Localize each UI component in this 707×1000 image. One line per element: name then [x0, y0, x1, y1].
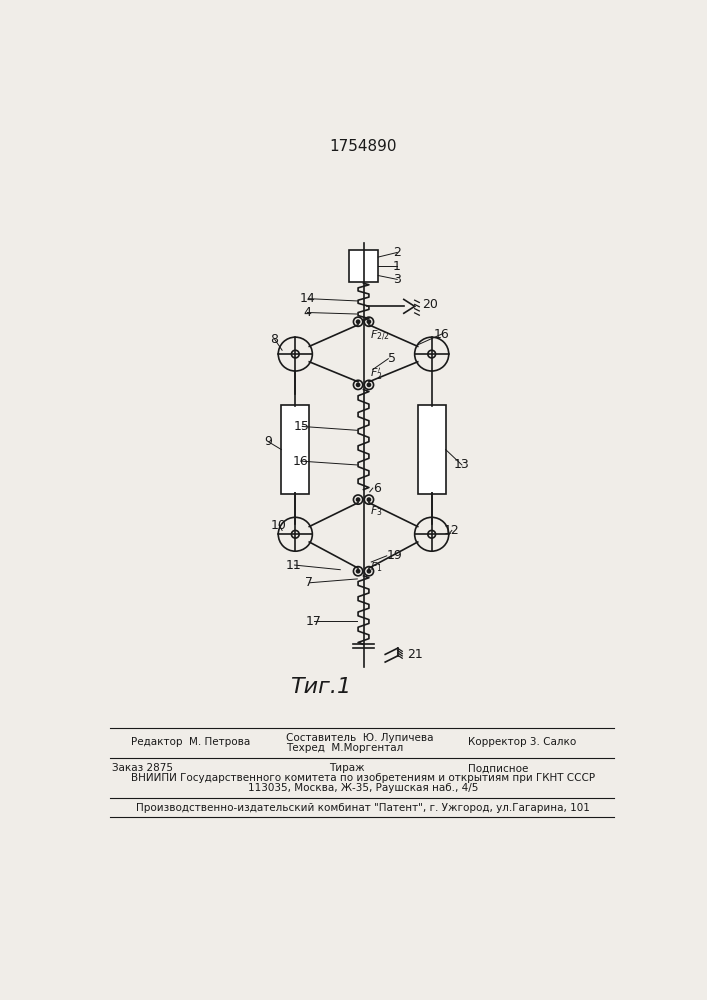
Text: 17: 17 [305, 615, 321, 628]
Text: $F_{2}'$: $F_{2}'$ [370, 366, 382, 382]
Bar [418, 405, 445, 494]
Text: 1: 1 [393, 260, 401, 273]
Text: 3: 3 [393, 273, 401, 286]
Text: $F_{2/2}$: $F_{2/2}$ [370, 329, 390, 343]
Circle shape [356, 320, 360, 323]
Text: 15: 15 [293, 420, 310, 433]
Circle shape [356, 383, 360, 386]
Text: 8: 8 [271, 333, 279, 346]
Text: 16: 16 [292, 455, 308, 468]
Circle shape [368, 570, 370, 573]
Circle shape [368, 320, 370, 323]
Text: Редактор  М. Петрова: Редактор М. Петрова [131, 737, 250, 747]
Text: 14: 14 [300, 292, 316, 305]
Text: 113035, Москва, Ж-35, Раушская наб., 4/5: 113035, Москва, Ж-35, Раушская наб., 4/5 [247, 783, 478, 793]
Text: Корректор 3. Салко: Корректор 3. Салко [468, 737, 576, 747]
Text: 6: 6 [373, 482, 380, 495]
Text: Заказ 2875: Заказ 2875 [112, 763, 173, 773]
Text: 21: 21 [407, 648, 423, 661]
Text: 9: 9 [264, 435, 272, 448]
Text: Техред  М.Моргентал: Техред М.Моргентал [286, 743, 403, 753]
Text: $F_3$: $F_3$ [370, 504, 382, 518]
Text: 12: 12 [443, 524, 459, 537]
Text: 5: 5 [388, 352, 397, 365]
Text: ВНИИПИ Государственного комитета по изобретениям и открытиям при ГКНТ СССР: ВНИИПИ Государственного комитета по изоб… [131, 773, 595, 783]
Circle shape [368, 498, 370, 501]
Text: Производственно-издательский комбинат "Патент", г. Ужгород, ул.Гагарина, 101: Производственно-издательский комбинат "П… [136, 803, 590, 813]
Text: 16: 16 [433, 328, 449, 341]
Text: 11: 11 [286, 559, 302, 572]
Circle shape [368, 383, 370, 386]
Bar [349, 250, 378, 282]
Text: Τиг.1: Τиг.1 [290, 677, 351, 697]
Text: Тираж: Тираж [329, 763, 364, 773]
Text: 2: 2 [393, 246, 401, 259]
Text: 19: 19 [387, 549, 402, 562]
Text: 20: 20 [421, 298, 438, 311]
Text: $F_1$: $F_1$ [370, 560, 382, 574]
Bar [281, 405, 309, 494]
Text: 7: 7 [305, 576, 313, 589]
Text: Подписное: Подписное [468, 763, 529, 773]
Text: 4: 4 [303, 306, 311, 319]
Circle shape [356, 570, 360, 573]
Text: 1754890: 1754890 [329, 139, 397, 154]
Text: 10: 10 [271, 519, 286, 532]
Text: Составитель  Ю. Лупичева: Составитель Ю. Лупичева [286, 733, 433, 743]
Text: 13: 13 [453, 458, 469, 471]
Circle shape [356, 498, 360, 501]
